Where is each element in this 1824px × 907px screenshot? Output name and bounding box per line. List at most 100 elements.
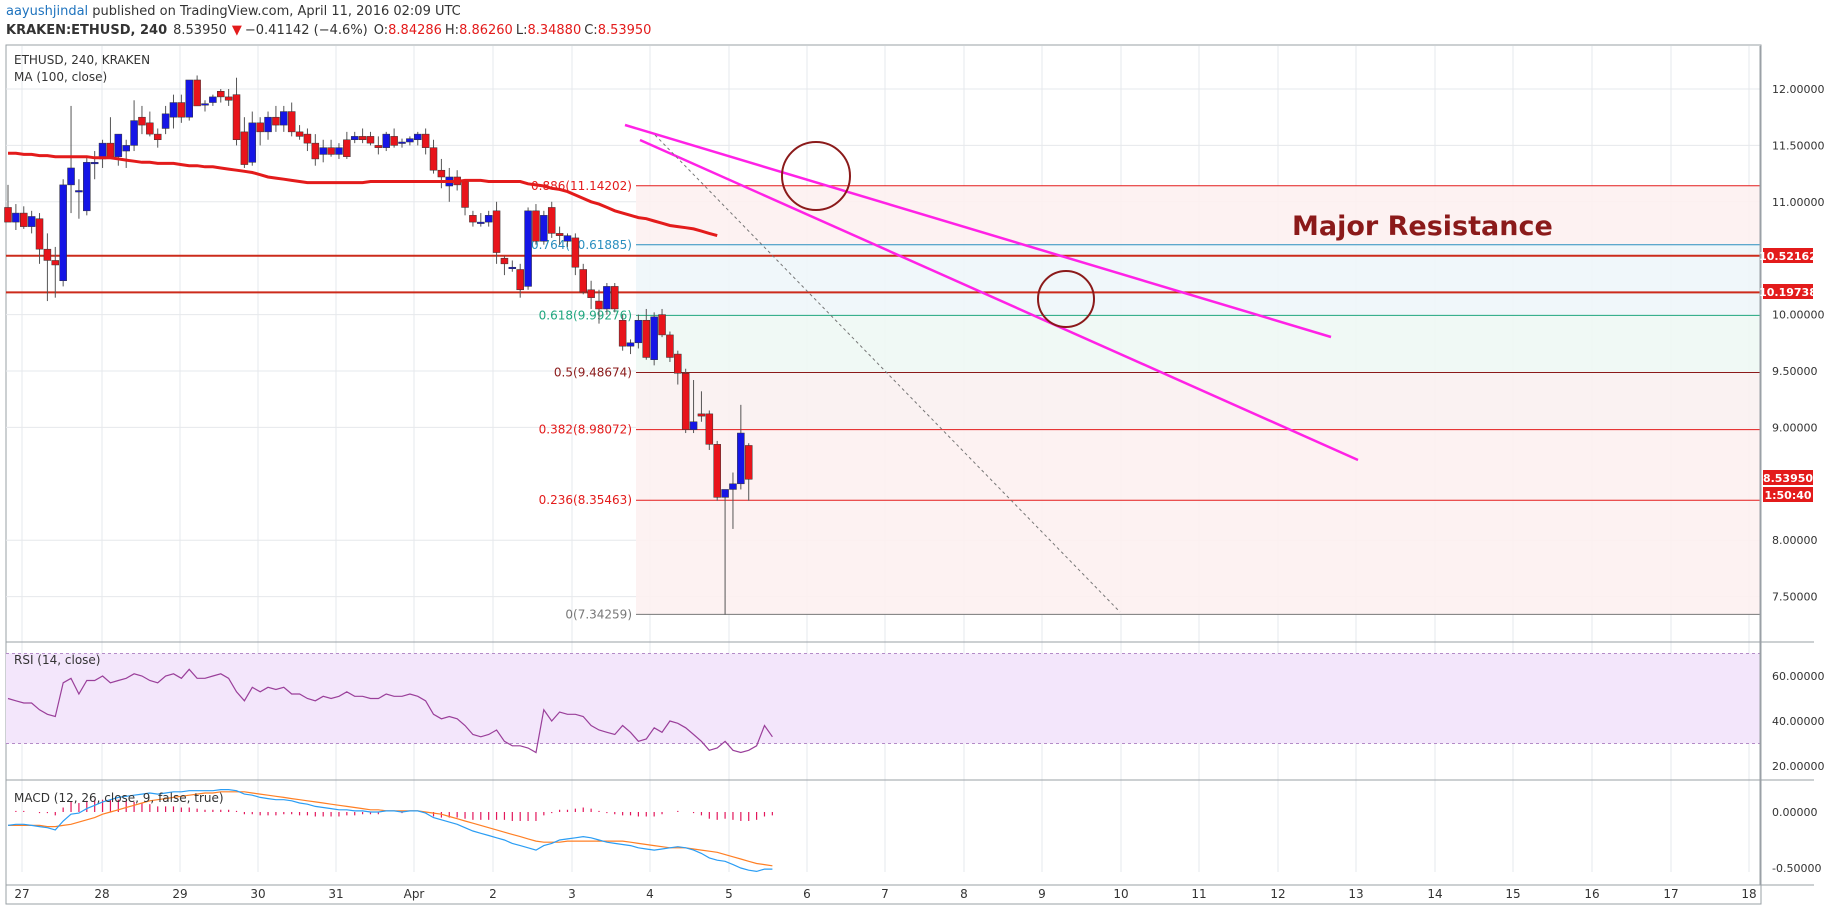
ma-100-line	[8, 151, 718, 238]
candle-body	[524, 210, 532, 287]
candle-body	[500, 257, 509, 265]
x-tick-label: Apr	[404, 887, 425, 901]
x-tick-label: 8	[960, 887, 968, 901]
candle-body	[508, 266, 517, 269]
candles[interactable]	[4, 75, 753, 615]
candle-body	[374, 145, 383, 148]
candle-body	[193, 79, 201, 107]
x-tick-label: 6	[803, 887, 811, 901]
macd-y-tick: -0.50000	[1772, 862, 1821, 875]
y-tick-label: 9.00000	[1772, 421, 1818, 434]
candle-body	[634, 319, 643, 344]
svg-text:10.52162: 10.52162	[1759, 250, 1817, 263]
rsi-legend: RSI (14, close)	[14, 653, 100, 667]
candle-body	[303, 133, 312, 144]
x-tick-label: 28	[94, 887, 109, 901]
svg-text:8.53950: 8.53950	[1763, 472, 1813, 485]
candle-body	[217, 91, 225, 98]
candle-body	[177, 102, 186, 118]
candle-body	[666, 334, 674, 358]
candle-body	[130, 120, 138, 146]
candle-body	[398, 141, 406, 144]
x-tick-label: 16	[1584, 887, 1599, 901]
x-tick-label: 17	[1663, 887, 1678, 901]
trendline-lower	[639, 138, 1359, 462]
candle-body	[248, 122, 257, 163]
candle-body	[201, 103, 209, 106]
level-label-2: 10.19738	[1759, 284, 1817, 299]
candle-body	[618, 319, 627, 347]
fib-level-label: 0.5(9.48674)	[554, 365, 632, 379]
ohlc-o: 8.84286	[388, 23, 442, 38]
legend-symbol: ETHUSD, 240, KRAKEN	[14, 53, 150, 67]
candle-body	[658, 314, 666, 336]
candle-body	[83, 162, 91, 212]
fib-level-label: 0(7.34259)	[565, 607, 632, 621]
rsi-y-tick: 40.00000	[1772, 715, 1824, 728]
rsi-y-tick: 20.00000	[1772, 760, 1824, 773]
candle-body	[563, 235, 572, 242]
y-tick-label: 12.00000	[1772, 83, 1824, 96]
candle-body	[414, 133, 422, 141]
y-tick-label: 11.50000	[1772, 139, 1824, 152]
candle-body	[240, 131, 249, 165]
header-line-2: KRAKEN:ETHUSD, 240 8.53950 ▼ −0.41142 (−4.6…	[6, 23, 651, 38]
candle-body	[27, 216, 36, 227]
candle-body	[429, 147, 438, 171]
fib-zones	[636, 185, 1760, 615]
candle-body	[737, 432, 745, 485]
candle-body	[272, 116, 280, 126]
x-tick-label: 11	[1191, 887, 1206, 901]
author-link[interactable]: aayushjindal	[6, 4, 88, 19]
last-price: 8.53950	[173, 23, 227, 38]
candle-body	[477, 221, 485, 224]
candle-body	[75, 190, 83, 193]
x-tick-label: 2	[489, 887, 497, 901]
level-label-1: 10.52162	[1759, 248, 1817, 263]
candle-body	[681, 373, 690, 430]
fib-zone	[636, 315, 1760, 373]
symbol-line: KRAKEN:ETHUSD, 240	[6, 23, 167, 38]
drawings[interactable]	[624, 123, 1359, 613]
candle-body	[721, 489, 729, 498]
resistance-circle-2	[1037, 270, 1095, 328]
candle-body	[232, 94, 241, 141]
candle-body	[224, 96, 233, 101]
candle-body	[555, 233, 564, 236]
candle-body	[406, 138, 414, 143]
candle-body	[547, 207, 556, 234]
candle-body	[350, 136, 359, 141]
candle-body	[744, 445, 753, 480]
candle-body	[319, 147, 327, 155]
x-tick-label: 31	[328, 887, 343, 901]
x-tick-label: 18	[1741, 887, 1756, 901]
candle-body	[579, 269, 587, 293]
x-tick-label: 10	[1113, 887, 1128, 901]
x-tick-label: 7	[881, 887, 889, 901]
y-tick-label: 9.50000	[1772, 365, 1818, 378]
candle-body	[4, 207, 12, 223]
candle-body	[626, 342, 635, 347]
candle-body	[327, 147, 335, 155]
candle-body	[335, 147, 343, 155]
macd-pane	[7, 788, 773, 873]
candle-body	[185, 79, 193, 118]
candle-body	[532, 210, 540, 242]
candle-body	[587, 289, 595, 298]
candle-body	[421, 133, 430, 148]
candle-body	[295, 131, 304, 137]
x-tick-label: 30	[250, 887, 265, 901]
resistance-circle-1	[781, 141, 851, 211]
candle-body	[138, 116, 146, 126]
last-price-label: 8.53950	[1763, 470, 1813, 485]
fib-zone	[636, 500, 1760, 615]
candle-body	[280, 111, 288, 126]
major-resistance-annotation[interactable]: Major Resistance	[1292, 211, 1553, 242]
rsi-y-tick: 60.00000	[1772, 670, 1824, 683]
candle-body	[43, 248, 52, 261]
candle-body	[611, 286, 619, 310]
candle-body	[650, 316, 658, 360]
countdown-label: 1:50:40	[1763, 487, 1813, 502]
ohlc-o-label: O:	[374, 23, 388, 38]
